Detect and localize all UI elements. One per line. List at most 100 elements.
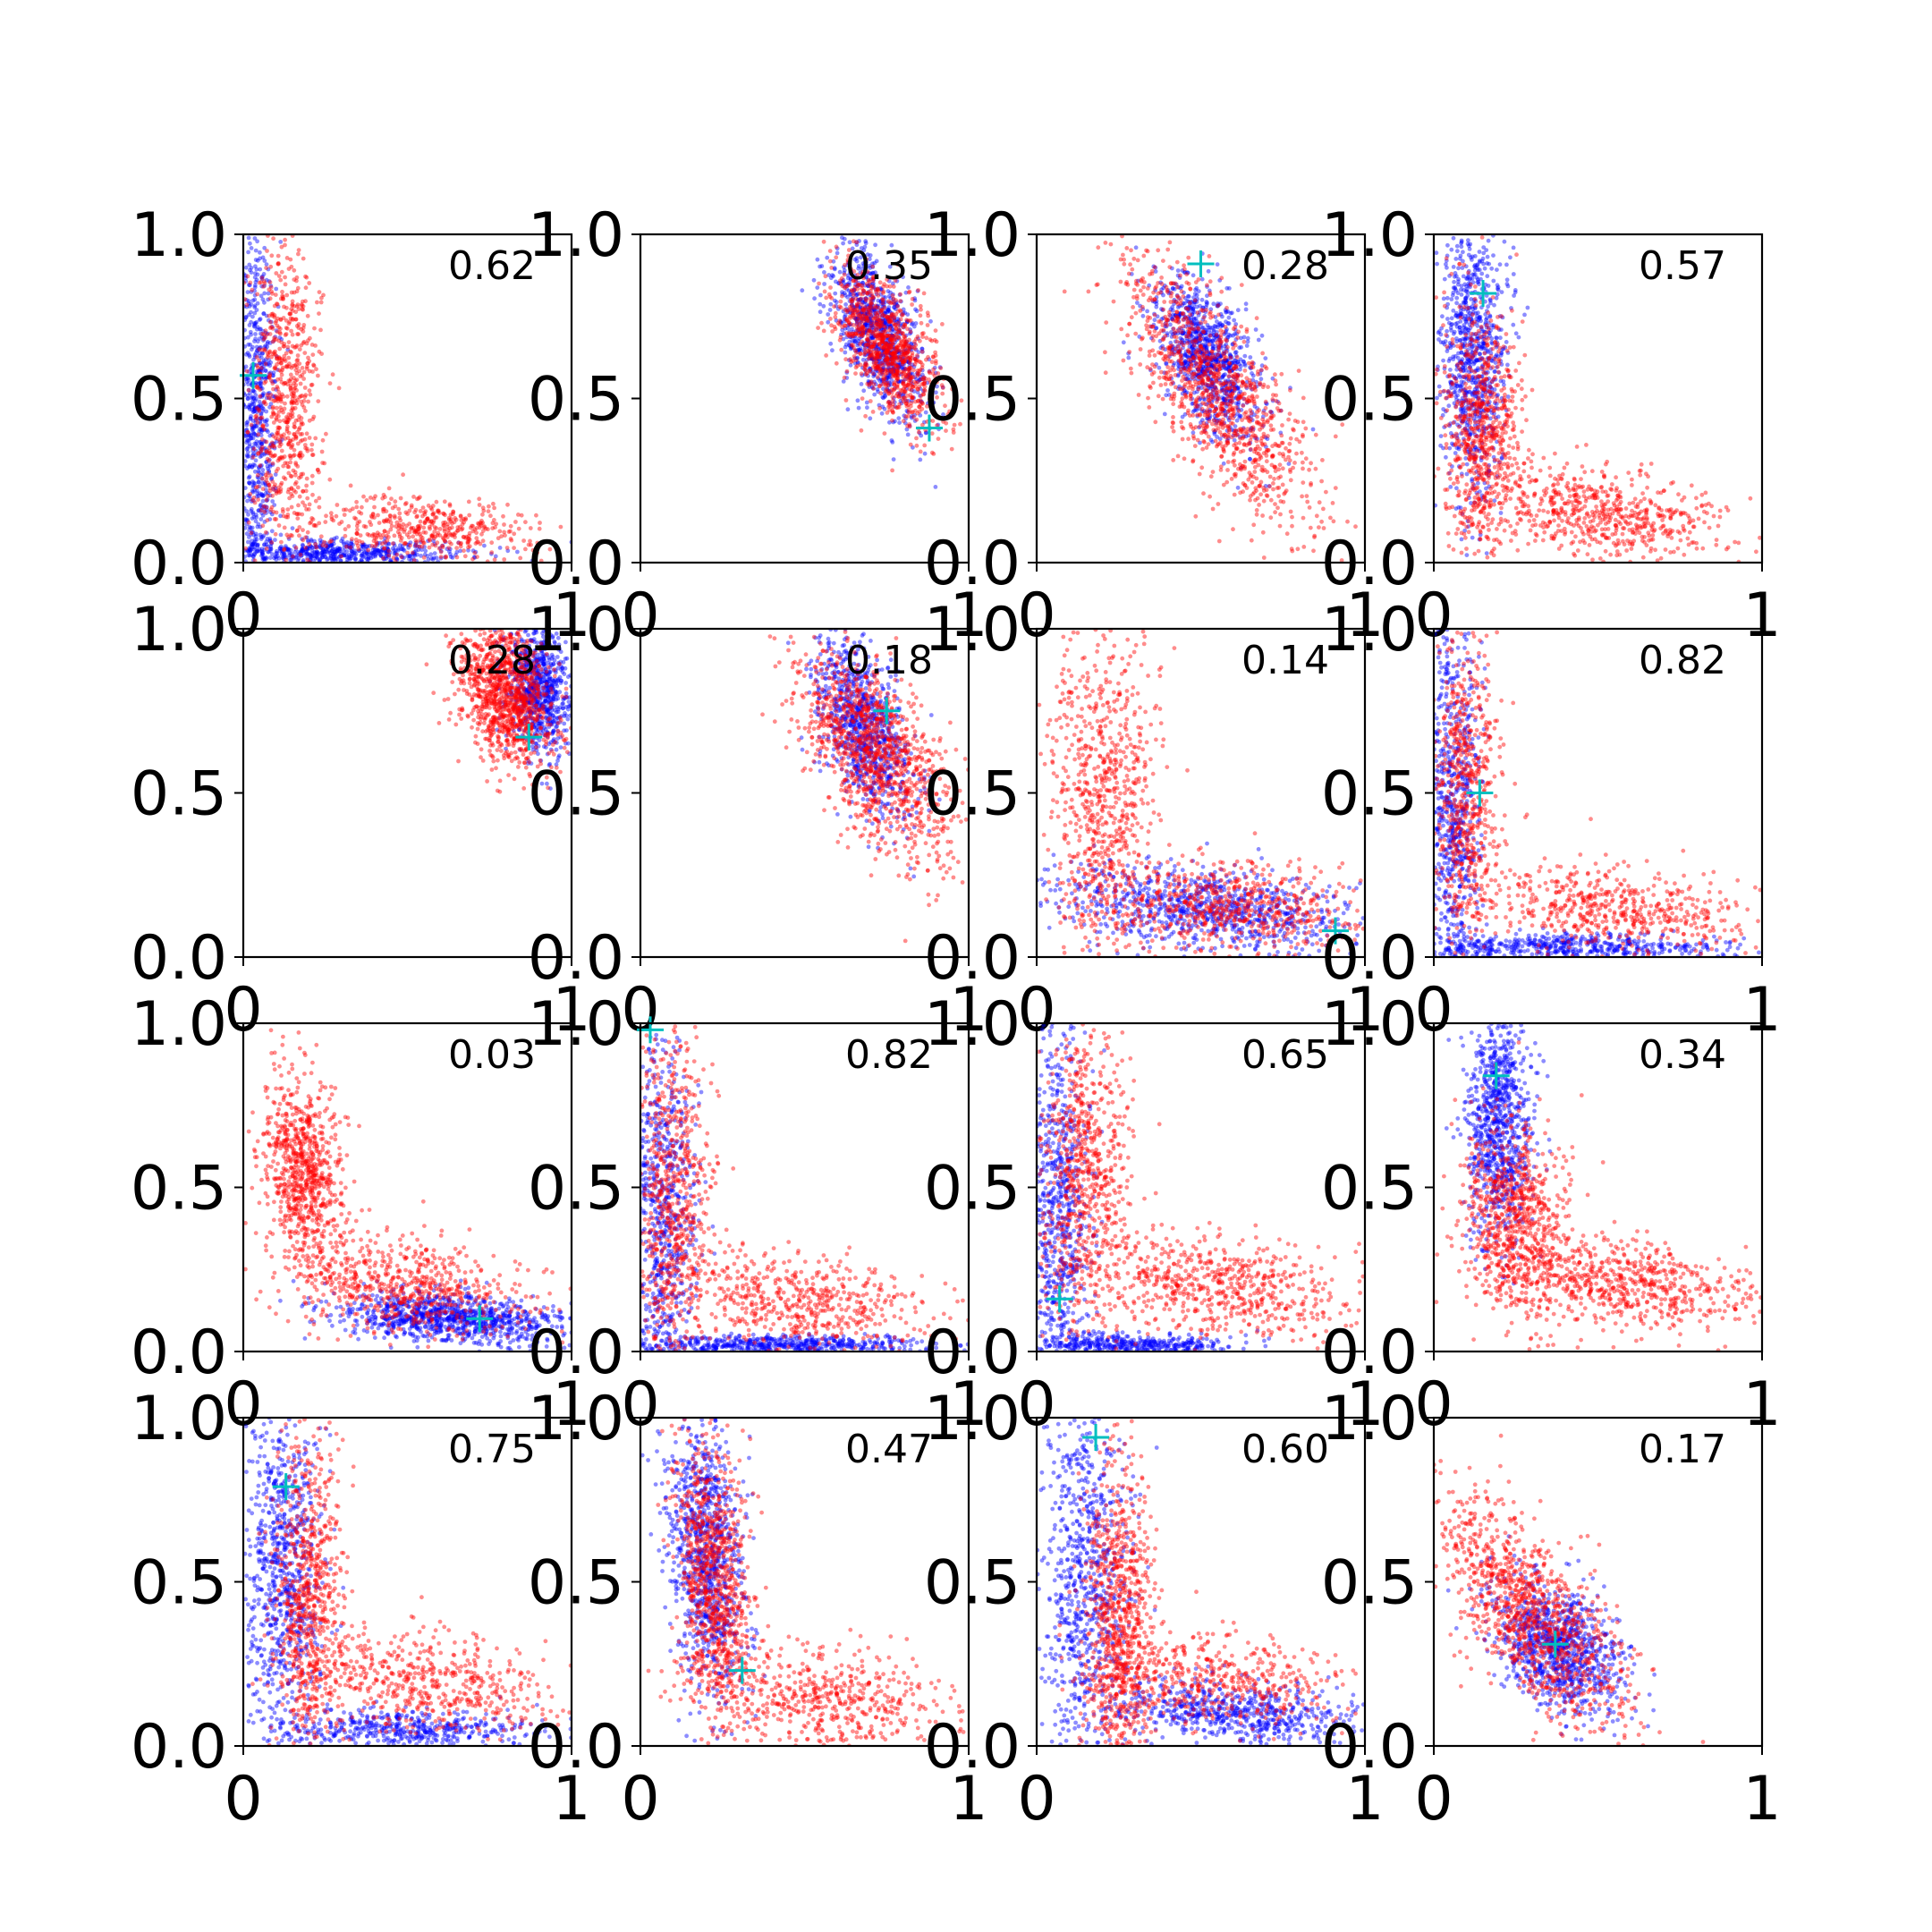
data-point-blue (1204, 300, 1209, 304)
data-point-red (895, 309, 901, 314)
data-point-blue (299, 551, 304, 556)
data-point-blue (347, 556, 352, 562)
data-point-red (282, 454, 287, 459)
data-point-red (302, 386, 308, 390)
data-point-blue (258, 385, 263, 389)
data-point-blue (250, 448, 256, 453)
data-point-blue (340, 552, 345, 557)
data-point-blue (250, 485, 256, 489)
data-point-blue (348, 546, 352, 550)
data-point-blue (257, 369, 261, 373)
data-point-red (429, 533, 435, 538)
data-point-red (279, 269, 284, 275)
data-point-red (298, 552, 303, 557)
data-point-blue (251, 357, 256, 362)
data-point-red (281, 418, 286, 423)
data-point-blue (1199, 276, 1205, 282)
data-point-red (851, 331, 855, 336)
data-point-blue (318, 557, 322, 563)
data-point-red (290, 414, 295, 419)
data-point-blue (892, 318, 897, 323)
data-point-blue (253, 362, 258, 368)
data-point-red (487, 504, 491, 509)
data-point-red (890, 394, 895, 400)
data-point-blue (253, 542, 258, 547)
data-point-blue (342, 548, 346, 554)
data-point-blue (250, 489, 256, 495)
data-point-red (397, 534, 402, 539)
data-point-blue (868, 318, 872, 324)
data-point-red (888, 319, 894, 324)
data-point-blue (246, 342, 251, 347)
data-point-blue (864, 259, 869, 265)
data-point-blue (260, 552, 266, 557)
data-point-blue (373, 551, 378, 556)
data-point-blue (259, 547, 265, 552)
data-point-red (269, 311, 275, 317)
data-point-red (355, 531, 360, 537)
data-point-blue (264, 460, 269, 464)
data-point-red (819, 320, 824, 326)
data-point-blue (335, 548, 340, 554)
data-point-red (275, 301, 279, 307)
data-point-blue (255, 475, 260, 479)
data-point-red (891, 387, 896, 393)
data-point-blue (256, 346, 261, 352)
data-point-red (867, 369, 872, 374)
data-point-red (843, 398, 849, 402)
data-point-red (294, 358, 300, 363)
data-point-red (410, 550, 415, 555)
data-point-blue (860, 280, 865, 285)
data-point-red (366, 547, 370, 553)
data-point-red (409, 525, 414, 530)
data-point-blue (310, 554, 315, 559)
data-point-blue (412, 544, 418, 549)
data-point-red (428, 519, 434, 524)
data-point-red (301, 304, 306, 309)
data-point-blue (260, 556, 266, 562)
data-point-red (403, 501, 409, 505)
data-point-red (290, 332, 295, 337)
data-point-red (497, 529, 503, 534)
data-point-blue (328, 554, 334, 558)
data-point-blue (373, 553, 378, 557)
data-point-blue (287, 553, 292, 557)
data-point-red (274, 318, 279, 324)
data-point-blue (880, 368, 886, 373)
data-point-red (268, 378, 274, 383)
data-point-blue (258, 549, 263, 554)
data-point-red (262, 427, 267, 432)
data-point-blue (243, 459, 248, 463)
data-point-blue (259, 548, 264, 554)
data-point-blue (258, 535, 264, 539)
data-point-blue (243, 275, 249, 280)
data-point-blue (268, 443, 273, 448)
data-point-red (276, 355, 282, 360)
data-point-red (353, 516, 359, 521)
data-point-blue (305, 552, 310, 556)
data-point-blue (265, 537, 270, 541)
data-point-red (436, 510, 442, 515)
data-point-red (452, 532, 457, 538)
data-point-red (265, 355, 270, 360)
data-point-blue (266, 267, 271, 272)
data-point-red (859, 428, 864, 433)
data-point-red (355, 527, 360, 532)
data-point-blue (245, 450, 250, 454)
data-point-red (481, 508, 487, 513)
data-point-red (292, 481, 298, 487)
data-point-red (290, 411, 295, 416)
data-point-red (294, 278, 299, 284)
data-point-red (369, 514, 375, 520)
data-point-blue (379, 549, 385, 555)
data-point-blue (868, 292, 873, 298)
data-point-blue (834, 279, 838, 284)
data-point-blue (1175, 268, 1181, 273)
data-point-blue (855, 317, 860, 321)
data-point-blue (319, 555, 325, 560)
data-point-red (381, 509, 386, 514)
data-point-red (429, 507, 435, 512)
data-point-red (873, 366, 878, 371)
data-point-red (420, 513, 425, 519)
